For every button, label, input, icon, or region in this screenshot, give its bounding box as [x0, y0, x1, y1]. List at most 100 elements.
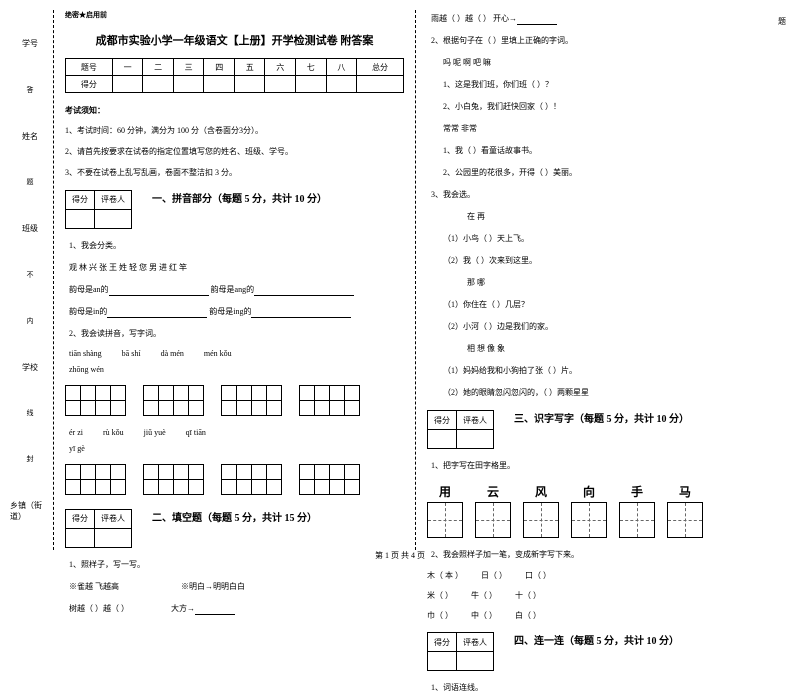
scorebox-label: 得分	[66, 509, 95, 528]
pinyin: yī gè	[69, 443, 404, 455]
scorebox-label: 得分	[66, 190, 95, 209]
tianzi-row: 用 云 风 向 手 马	[427, 483, 766, 538]
note-line: 2、请首先按要求在试卷的指定位置填写您的姓名、班级、学号。	[65, 146, 404, 157]
subq: （2）我（ ）次来到这里。	[443, 255, 766, 267]
tianzi-grid	[475, 502, 511, 538]
stroke-item: 中（ ）	[471, 610, 497, 622]
exam-title: 成都市实验小学一年级语文【上册】开学检测试卷 附答案	[65, 32, 404, 48]
options: 吗 呢 啊 吧 嘛	[443, 57, 766, 69]
right-column: 雨越（ ）越（ ） 开心→ 2、根据句子在（ ）里填上正确的字词。 吗 呢 啊 …	[419, 10, 774, 550]
score-th: 六	[265, 59, 296, 76]
section1-title: 一、拼音部分（每题 5 分，共计 10 分）	[152, 190, 327, 205]
subq: （2）她的眼睛忽闪忽闪的，（ ）两颗星星	[443, 387, 766, 399]
q1-1-line: 韵母是an的 韵母是ang的	[69, 284, 404, 296]
stroke-item: 米（ ）	[427, 590, 453, 602]
subq: （1）妈妈给我和小狗拍了张（ ）片。	[443, 365, 766, 377]
side-mark: 封	[27, 454, 34, 464]
tianzi-char: 手	[631, 483, 643, 500]
subq: 2、公园里的花很多，开得（ ）美丽。	[443, 167, 766, 179]
scorebox: 得分评卷人	[65, 190, 132, 229]
label: 韵母是an的	[69, 285, 109, 294]
binding-margin: 学号 答 姓名 题 班级 不 内 学校 线 封 乡镇（街道）	[10, 10, 50, 550]
secret-mark: 绝密★启用前	[65, 10, 404, 20]
fold-line	[53, 10, 54, 550]
options: 在 再	[467, 211, 766, 223]
pinyin: qī tiān	[186, 428, 206, 437]
tianzi-char: 马	[679, 483, 691, 500]
margin-mark: 题	[778, 16, 786, 27]
subq: 1、我（ ）看童话故事书。	[443, 145, 766, 157]
q1-1-chars: 观 林 兴 张 王 姓 轻 您 男 进 红 竿	[69, 262, 404, 274]
scorebox-label: 得分	[428, 411, 457, 430]
tianzi-grid	[427, 502, 463, 538]
label: 韵母是in的	[69, 307, 107, 316]
scorebox: 得分评卷人	[65, 509, 132, 548]
q4-1: 1、词语连线。	[431, 682, 766, 694]
side-label: 学校	[22, 362, 38, 373]
scorebox: 得分评卷人	[427, 410, 494, 449]
tianzi-grid	[523, 502, 559, 538]
score-th: 总分	[357, 59, 404, 76]
side-label: 姓名	[22, 131, 38, 142]
stroke-item: 巾（ ）	[427, 610, 453, 622]
example: ※雀越 飞越高	[69, 582, 119, 591]
pinyin: tiān shàng	[69, 349, 102, 358]
score-th: 七	[296, 59, 327, 76]
score-table: 题号 一 二 三 四 五 六 七 八 总分 得分	[65, 58, 404, 93]
score-th: 二	[143, 59, 174, 76]
subq: （2）小河（ ）边是我们的家。	[443, 321, 766, 333]
pinyin: dà mén	[161, 349, 184, 358]
q2-3: 3、我会选。	[431, 189, 766, 201]
q2-1-line: 树越（ ）越（ ） 大方→	[69, 603, 404, 615]
score-th: 题号	[66, 59, 113, 76]
fill-blank: 雨越（ ）越（ ） 开心→	[431, 14, 517, 23]
stroke-item: 牛（ ）	[471, 590, 497, 602]
scorebox: 得分评卷人	[427, 632, 494, 671]
pinyin: zhōng wén	[69, 364, 404, 376]
fill-blank: 树越（ ）越（ ）	[69, 604, 129, 613]
stroke-row: 木（ 本 ） 日（ ） 口（ ）	[427, 570, 766, 582]
section3-title: 三、识字写字（每题 5 分，共计 10 分）	[514, 410, 689, 425]
q2-2: 2、根据句子在（ ）里填上正确的字词。	[431, 35, 766, 47]
right-margin: 题	[774, 10, 790, 550]
page-footer: 第 1 页 共 4 页	[0, 550, 800, 561]
score-th: 八	[326, 59, 357, 76]
side-label: 乡镇（街道）	[10, 500, 50, 522]
pinyin: bā shí	[122, 349, 141, 358]
section2-title: 二、填空题（每题 5 分，共计 15 分）	[152, 509, 317, 524]
tianzi-char: 云	[487, 483, 499, 500]
scorebox-label: 评卷人	[95, 509, 132, 528]
pinyin: ér zi	[69, 428, 83, 437]
side-mark: 不	[27, 270, 34, 280]
options: 相 想 像 象	[467, 343, 766, 355]
stroke-row: 巾（ ） 中（ ） 白（ ）	[427, 610, 766, 622]
options: 常常 非常	[443, 123, 766, 135]
fill-blank: 大方→	[171, 604, 195, 613]
side-label: 班级	[22, 223, 38, 234]
notes-title: 考试须知：	[65, 105, 404, 116]
pinyin: jiǔ yuè	[144, 428, 166, 437]
pinyin-row: tiān shàng bā shí dà mén mén kǒu	[69, 349, 404, 358]
q3-1: 1、把字写在田字格里。	[431, 460, 766, 472]
q2-1-cont: 雨越（ ）越（ ） 开心→	[431, 13, 766, 25]
label: 韵母是ing的	[209, 307, 251, 316]
side-mark: 线	[27, 408, 34, 418]
section4-title: 四、连一连（每题 5 分，共计 10 分）	[514, 632, 679, 647]
stroke-item: 木（ 本 ）	[427, 570, 463, 582]
left-column: 绝密★启用前 成都市实验小学一年级语文【上册】开学检测试卷 附答案 题号 一 二…	[57, 10, 412, 550]
stroke-row: 米（ ） 牛（ ） 十（ ）	[427, 590, 766, 602]
score-th: 一	[112, 59, 143, 76]
side-label: 学号	[22, 38, 38, 49]
q1-1: 1、我会分类。	[69, 240, 404, 252]
q1-1-line: 韵母是in的 韵母是ing的	[69, 306, 404, 318]
tianzi-grid	[571, 502, 607, 538]
options: 那 哪	[467, 277, 766, 289]
stroke-item: 十（ ）	[515, 590, 541, 602]
stroke-item: 白（ ）	[515, 610, 541, 622]
tianzi-grid	[619, 502, 655, 538]
score-th: 四	[204, 59, 235, 76]
subq: （1）你住在（ ）几层？	[443, 299, 766, 311]
q2-1-ex: ※雀越 飞越高 ※明白→明明白白	[69, 581, 404, 593]
pinyin-row: ér zi rù kǒu jiǔ yuè qī tiān	[69, 428, 404, 437]
stroke-item: 口（ ）	[525, 570, 551, 582]
